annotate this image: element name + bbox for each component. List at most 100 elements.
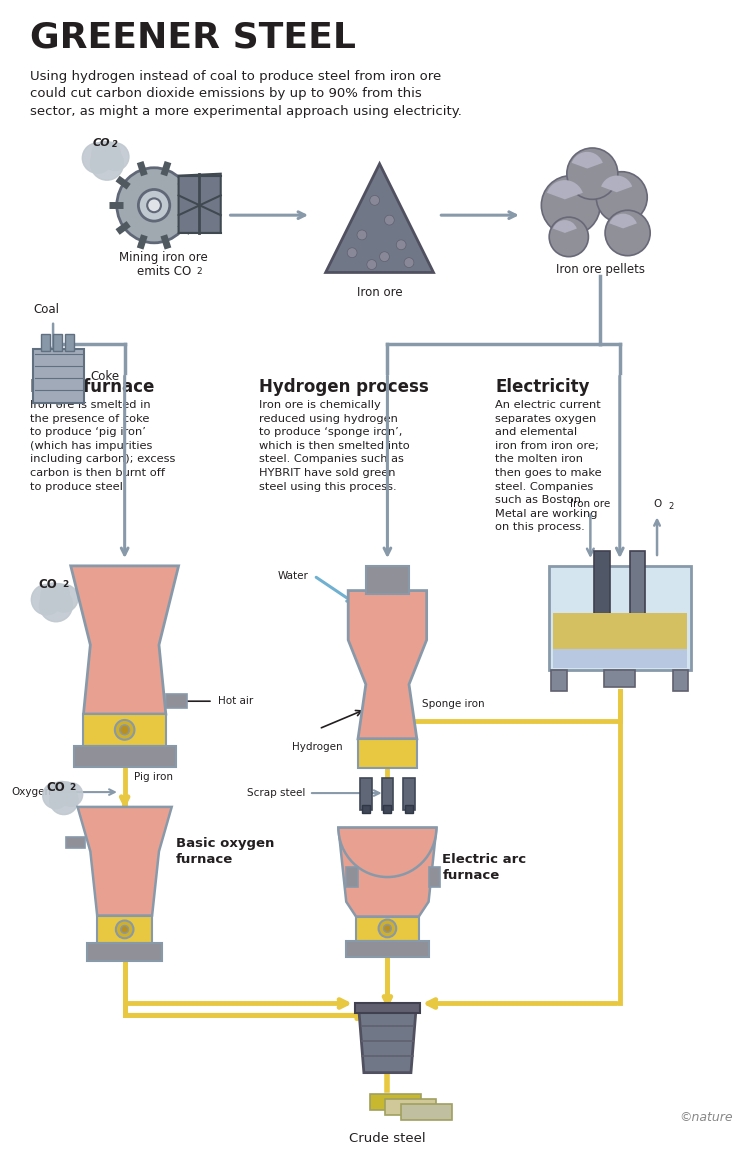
Bar bbox=[41, 333, 50, 352]
Circle shape bbox=[57, 781, 75, 800]
Text: An electric current
separates oxygen
and elemental
iron from iron ore;
the molte: An electric current separates oxygen and… bbox=[495, 400, 602, 532]
Bar bbox=[429, 867, 440, 887]
Text: Mining iron ore: Mining iron ore bbox=[119, 250, 208, 264]
Bar bbox=[65, 333, 74, 352]
Text: 2: 2 bbox=[112, 140, 118, 149]
Bar bbox=[360, 778, 372, 810]
Circle shape bbox=[404, 257, 414, 268]
Text: Using hydrogen instead of coal to produce steel from iron ore
could cut carbon d: Using hydrogen instead of coal to produc… bbox=[29, 70, 461, 118]
Bar bbox=[355, 1003, 420, 1013]
Circle shape bbox=[40, 588, 73, 622]
Text: 2: 2 bbox=[62, 580, 68, 588]
Text: Coke: Coke bbox=[90, 370, 119, 383]
Circle shape bbox=[379, 252, 389, 262]
Circle shape bbox=[121, 925, 128, 933]
Bar bbox=[403, 778, 415, 810]
Circle shape bbox=[384, 925, 391, 932]
Polygon shape bbox=[339, 827, 436, 917]
Bar bbox=[553, 649, 687, 668]
Text: 2: 2 bbox=[669, 502, 674, 510]
Text: Water: Water bbox=[278, 571, 309, 580]
Bar bbox=[369, 1094, 421, 1110]
Text: Coal: Coal bbox=[34, 302, 59, 316]
Wedge shape bbox=[547, 180, 583, 200]
Circle shape bbox=[549, 217, 589, 256]
Wedge shape bbox=[601, 176, 632, 192]
Bar bbox=[358, 739, 417, 769]
Bar bbox=[604, 670, 635, 687]
Text: CO: CO bbox=[47, 781, 65, 794]
Circle shape bbox=[92, 141, 116, 167]
Text: Pig iron: Pig iron bbox=[134, 772, 173, 782]
Circle shape bbox=[347, 248, 357, 257]
Wedge shape bbox=[609, 214, 637, 229]
Circle shape bbox=[369, 195, 379, 206]
Text: Hot air: Hot air bbox=[218, 696, 253, 707]
Circle shape bbox=[567, 148, 618, 200]
Circle shape bbox=[115, 720, 134, 740]
Bar bbox=[629, 552, 645, 634]
Bar bbox=[405, 805, 413, 812]
Bar bbox=[74, 746, 176, 768]
Circle shape bbox=[50, 786, 78, 815]
Circle shape bbox=[357, 230, 366, 240]
Circle shape bbox=[397, 240, 406, 249]
Circle shape bbox=[541, 176, 600, 234]
Bar bbox=[34, 348, 84, 403]
Bar bbox=[594, 552, 610, 634]
Polygon shape bbox=[179, 173, 221, 233]
Bar bbox=[366, 565, 409, 594]
Bar bbox=[384, 805, 391, 812]
Polygon shape bbox=[359, 1011, 416, 1073]
Bar bbox=[66, 836, 86, 848]
Text: Electric arc
furnace: Electric arc furnace bbox=[442, 853, 526, 881]
Bar bbox=[553, 612, 687, 649]
Polygon shape bbox=[71, 565, 179, 714]
Bar bbox=[346, 941, 429, 957]
Circle shape bbox=[596, 171, 647, 223]
Circle shape bbox=[385, 215, 394, 225]
Circle shape bbox=[83, 142, 113, 173]
Circle shape bbox=[51, 781, 72, 803]
Circle shape bbox=[99, 142, 120, 163]
Polygon shape bbox=[77, 807, 172, 916]
Text: GREENER STEEL: GREENER STEEL bbox=[29, 21, 355, 54]
Text: Hydrogen process: Hydrogen process bbox=[259, 378, 429, 396]
Circle shape bbox=[50, 585, 78, 612]
Circle shape bbox=[605, 210, 650, 256]
Polygon shape bbox=[348, 591, 427, 739]
Bar bbox=[549, 565, 692, 670]
Circle shape bbox=[41, 583, 65, 608]
Wedge shape bbox=[339, 827, 436, 877]
Bar bbox=[362, 805, 369, 812]
Wedge shape bbox=[553, 221, 577, 233]
Text: 2: 2 bbox=[70, 784, 76, 792]
Bar bbox=[346, 867, 358, 887]
Text: Iron ore pellets: Iron ore pellets bbox=[556, 263, 644, 276]
Text: Iron ore is smelted in
the presence of coke
to produce ‘pig iron’
(which has imp: Iron ore is smelted in the presence of c… bbox=[29, 400, 175, 492]
Bar bbox=[673, 670, 689, 692]
Text: CO: CO bbox=[39, 578, 58, 591]
Text: Hydrogen: Hydrogen bbox=[291, 742, 342, 751]
Bar bbox=[87, 943, 162, 961]
Circle shape bbox=[32, 585, 62, 615]
Text: Oxygen: Oxygen bbox=[11, 787, 51, 797]
Circle shape bbox=[101, 142, 129, 170]
Bar bbox=[83, 714, 166, 746]
Text: Blast furnace: Blast furnace bbox=[29, 378, 154, 396]
Text: ©nature: ©nature bbox=[679, 1111, 732, 1124]
Text: Electricity: Electricity bbox=[495, 378, 590, 396]
Circle shape bbox=[117, 168, 192, 242]
Wedge shape bbox=[572, 152, 603, 169]
Text: Iron ore: Iron ore bbox=[570, 499, 611, 509]
Text: Crude steel: Crude steel bbox=[349, 1132, 426, 1144]
Text: Scrap steel: Scrap steel bbox=[246, 788, 305, 799]
Text: Sponge iron: Sponge iron bbox=[422, 700, 484, 709]
Text: Iron ore is chemically
reduced using hydrogen
to produce ‘sponge iron’,
which is: Iron ore is chemically reduced using hyd… bbox=[259, 400, 410, 492]
Circle shape bbox=[91, 147, 123, 180]
Circle shape bbox=[48, 584, 69, 604]
Circle shape bbox=[116, 920, 134, 939]
Circle shape bbox=[59, 782, 83, 807]
Bar bbox=[385, 1100, 436, 1116]
Polygon shape bbox=[326, 164, 433, 272]
